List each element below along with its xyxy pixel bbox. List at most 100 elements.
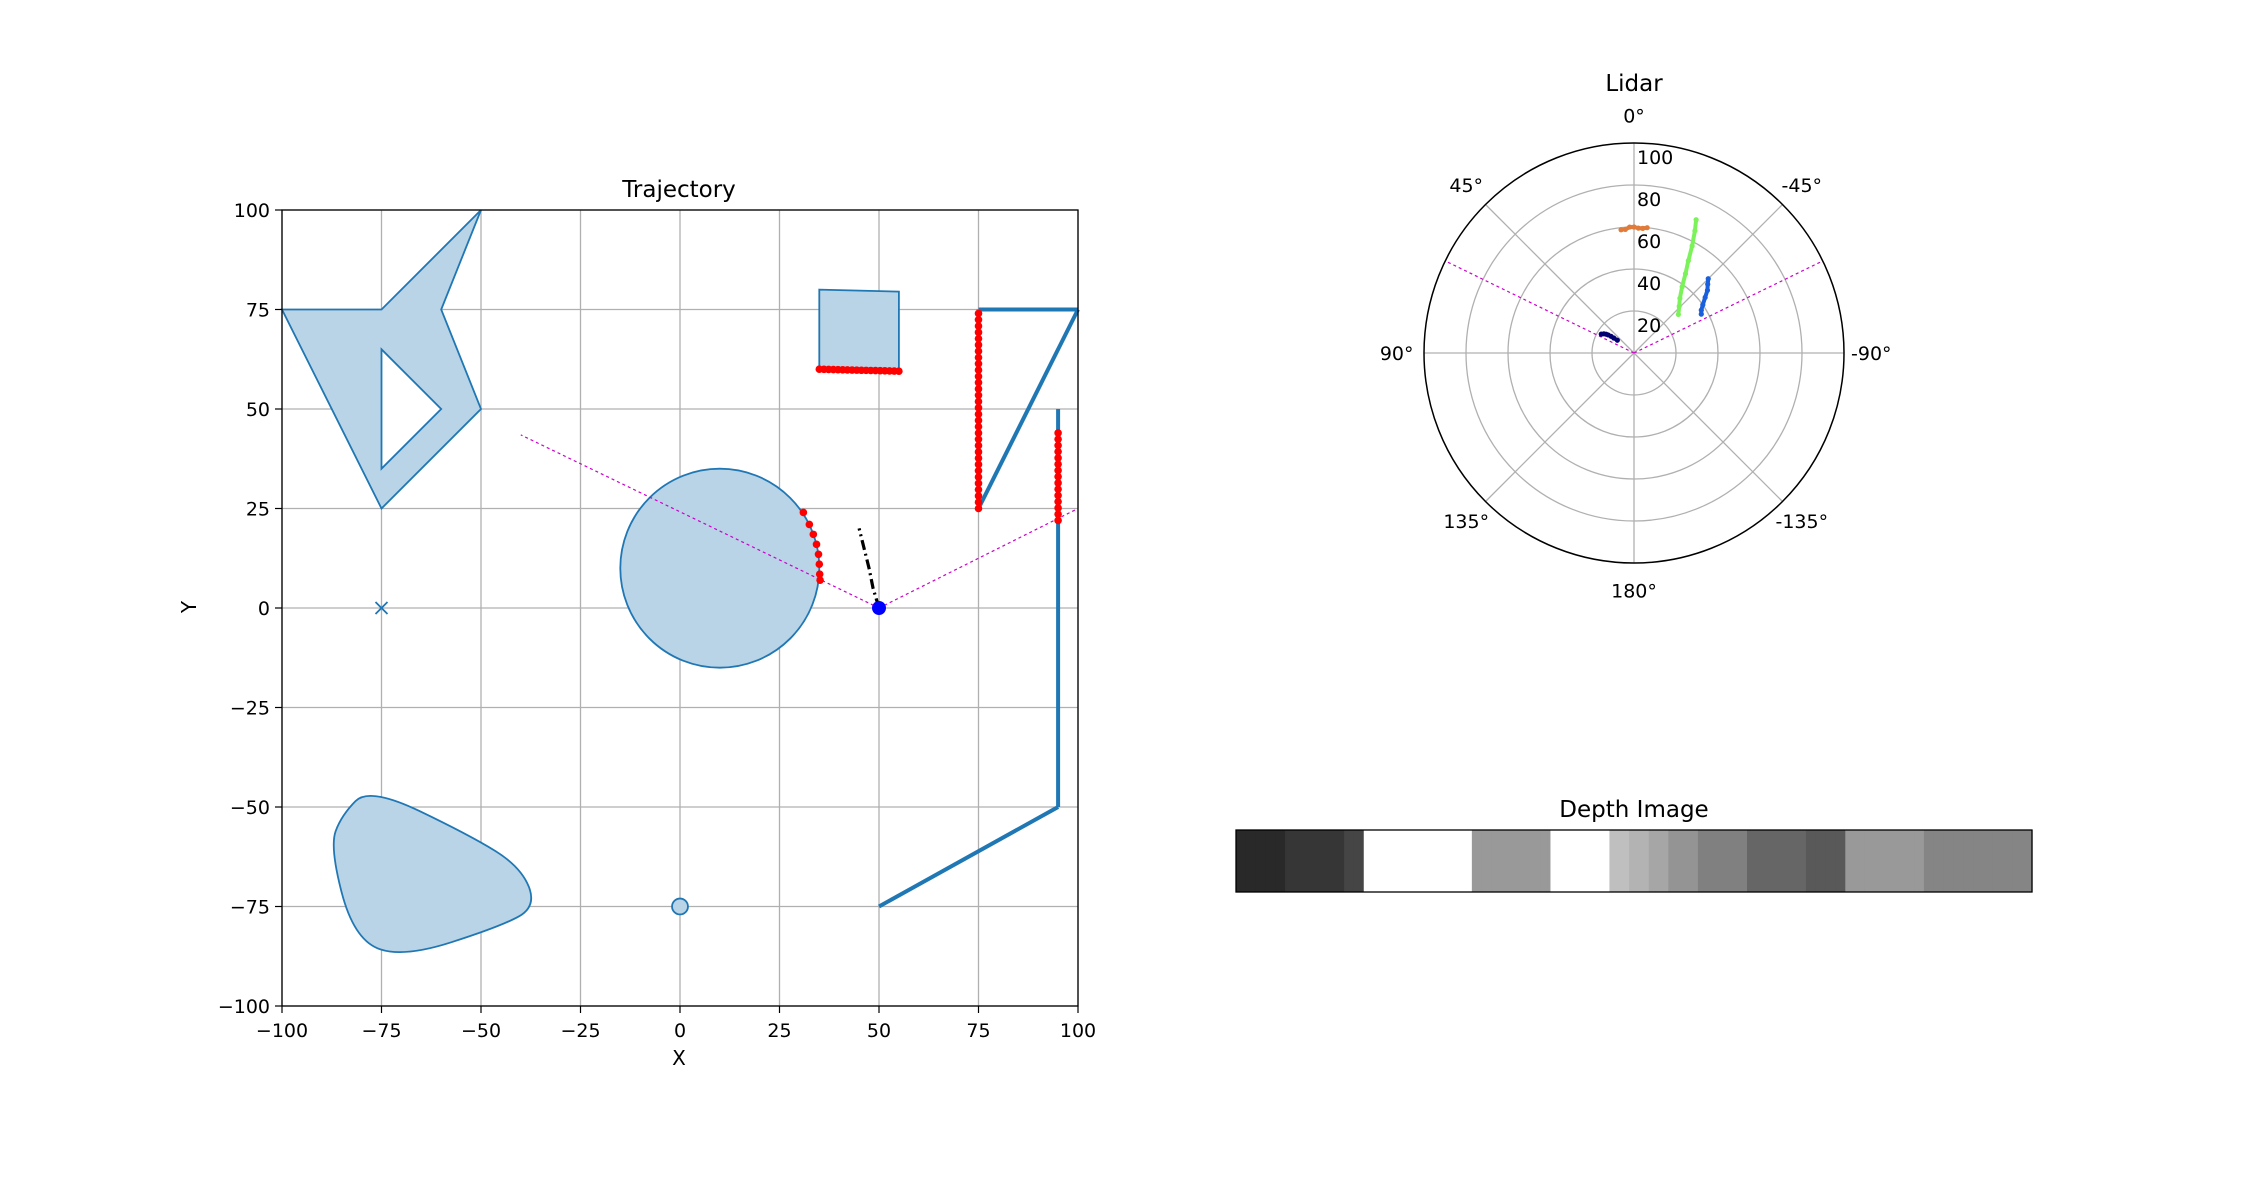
trajectory-ticks: −100 −75 −50 −25 0 25 50 75 100 −100 −75 −50 −25 0 25 5… [218,200,1096,1042]
depth-pixel [1619,830,1630,892]
lidar-scan-point [1679,284,1685,290]
depth-pixel [1933,830,1945,892]
lidar-hit-point [1054,460,1062,468]
lidar-hit-point [1054,466,1062,475]
depth-pixel [1530,830,1542,892]
lidar-points [1598,217,1711,343]
depth-pixel [1471,830,1483,892]
lidar-hit-point [1054,454,1062,462]
depth-image-frame [1235,829,2033,893]
lidar-angle-label: -45° [1782,175,1823,197]
lidar-hit-point [895,367,903,375]
lidar-scan-point [1702,294,1708,301]
depth-pixel [1629,830,1640,892]
lidar-hit-point [974,322,983,330]
trajectory-title: Trajectory [621,177,736,203]
lidar-title: Lidar [1605,71,1663,97]
lidar-scan-point [1698,307,1704,313]
depth-pixel [1403,830,1414,892]
depth-pixel [2022,830,2033,892]
depth-pixel [2012,830,2023,892]
depth-pixel [1294,830,1306,892]
depth-pixel [1560,830,1571,892]
lidar-scan-point [1627,224,1633,230]
depth-pixel [1904,830,1915,892]
lidar-hit-point [974,385,983,393]
lidar-range-label: 100 [1637,147,1673,169]
depth-pixel [1796,830,1807,892]
depth-pixel [1609,830,1620,892]
lidar-hit-point [974,315,983,324]
trajectory-x-label: X [672,1046,686,1070]
lidar-hit-point [974,448,983,456]
depth-pixel [1245,830,1257,892]
lidar-hit-point [974,378,983,387]
trajectory-plot: −100 −75 −50 −25 0 25 50 75 100 −100 −75 −50 −25 0 25 5… [177,177,1096,1070]
lidar-range-label: 20 [1637,315,1661,337]
depth-pixel [1874,830,1886,892]
depth-pixel [1373,830,1385,892]
trajectory-overlay [374,309,1079,615]
lidar-hit-point [1054,441,1062,450]
y-tick-label: 100 [234,200,270,222]
lidar-scan-point [1631,224,1637,230]
depth-pixel [1236,830,1247,892]
depth-pixel [1835,830,1846,892]
x-tick-label: −25 [560,1020,600,1042]
lidar-scan-point [1635,225,1641,231]
lidar-angle-label: 90° [1380,343,1414,365]
depth-pixel [1982,830,1994,892]
lidar-hit-point [799,508,808,517]
depth-pixel [1363,830,1375,892]
depth-pixel [1963,830,1974,892]
depth-pixel [1678,830,1689,892]
lidar-hit-point [974,341,983,349]
depth-pixel [1776,830,1787,892]
lidar-scan-point [1704,287,1711,293]
lidar-hit-point [974,404,983,412]
lidar-hit-point [974,435,983,444]
lidar-hit-point [1054,429,1062,437]
depth-pixel [1707,830,1719,892]
depth-image-title: Depth Image [1559,797,1708,823]
goal-x-marker [374,601,389,615]
lidar-hit-point [974,454,983,462]
lidar-hit-point [1054,510,1062,518]
depth-pixel [1462,830,1473,892]
lidar-hit-point [974,366,983,374]
x-tick-label: −100 [256,1020,308,1042]
depth-pixel [1285,830,1296,892]
small-circle [671,897,689,916]
depth-pixel [1855,830,1866,892]
lidar-hit-point [1054,485,1062,493]
depth-pixel [1953,830,1964,892]
lidar-hit-point [974,492,983,500]
depth-image-cells [1236,830,2033,892]
lidar-angle-label: 180° [1611,580,1657,602]
lidar-hit-point [974,504,983,513]
lidar-hit-point [974,334,983,343]
lidar-angle-label: 0° [1623,106,1645,128]
lidar-hit-point [974,441,983,450]
lidar-hit-point [809,530,818,539]
wall-diagonal [976,308,1080,510]
lidar-hit-point [974,328,983,337]
lidar-scan-point [1644,225,1650,231]
depth-pixel [1344,830,1355,892]
depth-pixel [1973,830,1984,892]
star-hole [380,347,443,471]
depth-pixel [1992,830,2004,892]
x-tick-label: 0 [674,1020,686,1042]
depth-pixel [1265,830,1276,892]
depth-pixel [1511,830,1522,892]
depth-pixel [1579,830,1591,892]
depth-pixel [1864,830,1876,892]
depth-pixel [1570,830,1581,892]
lidar-hit-point [974,410,983,418]
depth-pixel [1943,830,1954,892]
x-tick-label: 25 [767,1020,791,1042]
depth-pixel [1894,830,1905,892]
lidar-scan-point [1676,303,1682,309]
lidar-hit-point [1054,435,1062,443]
